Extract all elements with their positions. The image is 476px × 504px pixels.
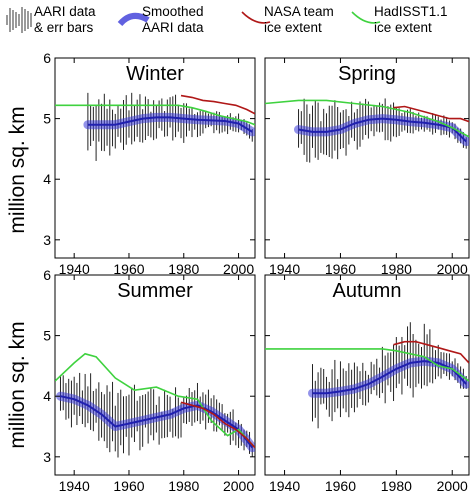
nasa-line: [393, 105, 469, 123]
legend-swatch-line: [241, 11, 271, 24]
x-tick-label: 1980: [168, 478, 199, 494]
smoothed-aari-line: [87, 116, 253, 133]
hadisst-line: [265, 99, 469, 138]
x-tick-label: 1960: [113, 261, 144, 277]
legend-label: & err bars: [34, 20, 94, 35]
legend-swatch-band: [117, 12, 150, 27]
panel-autumn: Autumn 1940 1960 1980 2000: [264, 274, 470, 494]
x-tick-label: 1940: [59, 261, 90, 277]
x-tick-label: 1980: [381, 261, 412, 277]
panel-title: Autumn: [333, 280, 402, 302]
legend-label: HadISST1.1: [374, 4, 448, 19]
smoothed-aari-line: [60, 395, 254, 449]
x-tick-label: 2000: [223, 261, 254, 277]
y-tick-label: 4: [43, 171, 51, 187]
x-tick-label: 1980: [168, 261, 199, 277]
plot-content: [55, 92, 255, 161]
legend-label: NASA team: [264, 4, 334, 19]
panel-winter: Winter 3 4 5 6 1940 1960 1980 2000: [43, 50, 256, 277]
nasa-line: [180, 94, 255, 115]
y-tick-label: 5: [43, 328, 51, 344]
x-tick-label: 2000: [223, 478, 254, 494]
y-tick-label: 3: [43, 232, 51, 248]
plot-content: [55, 352, 255, 458]
y-tick-label: 5: [43, 111, 51, 127]
x-tick-label: 1960: [113, 478, 144, 494]
panel-spring: Spring 1940 1960 1980 2000: [264, 57, 470, 277]
nasa-line: [393, 340, 469, 364]
legend-label: ice extent: [264, 20, 322, 35]
legend-label: ice extent: [374, 20, 432, 35]
y-tick-label: 4: [43, 388, 51, 404]
panel-summer: Summer 3 4 5 6 1940 1960 1980 2000: [43, 267, 256, 494]
plot-content: [265, 98, 469, 163]
hadisst-line: [55, 352, 255, 449]
panel-title: Winter: [126, 63, 184, 85]
x-tick-label: 1940: [269, 261, 300, 277]
legend-label: AARI data: [34, 4, 96, 19]
panel-title: Spring: [338, 63, 396, 85]
legend-label: AARI data: [142, 20, 204, 35]
hadisst-line: [265, 348, 469, 382]
ylabel-bottom: million sq. km: [6, 321, 29, 448]
legend-label: Smoothed: [142, 4, 204, 19]
x-tick-label: 2000: [437, 478, 468, 494]
panel-title: Summer: [117, 280, 193, 302]
x-tick-label: 1960: [325, 261, 356, 277]
x-tick-label: 1940: [59, 478, 90, 494]
hadisst-line: [55, 104, 255, 126]
x-tick-label: 2000: [437, 261, 468, 277]
legend-item: AARI data& err bars: [6, 4, 96, 35]
plot-area: [264, 57, 470, 259]
smoothed-aari-line: [298, 117, 467, 143]
y-tick-label: 3: [43, 449, 51, 465]
x-tick-label: 1960: [325, 478, 356, 494]
y-tick-label: 6: [43, 267, 51, 283]
plot-area: [54, 57, 256, 259]
x-tick-label: 1940: [269, 478, 300, 494]
plot-content: [265, 322, 469, 429]
ylabel-top: million sq. km: [6, 106, 29, 233]
plot-area: [54, 274, 256, 476]
panels: Winter 3 4 5 6 1940 1960 1980 2000 Spring 1940 1960…: [43, 50, 470, 494]
legend-swatch-line: [351, 11, 381, 24]
smoothed-aari-line: [312, 360, 467, 395]
y-tick-label: 6: [43, 50, 51, 66]
nasa-line: [180, 401, 255, 449]
x-tick-label: 1980: [381, 478, 412, 494]
